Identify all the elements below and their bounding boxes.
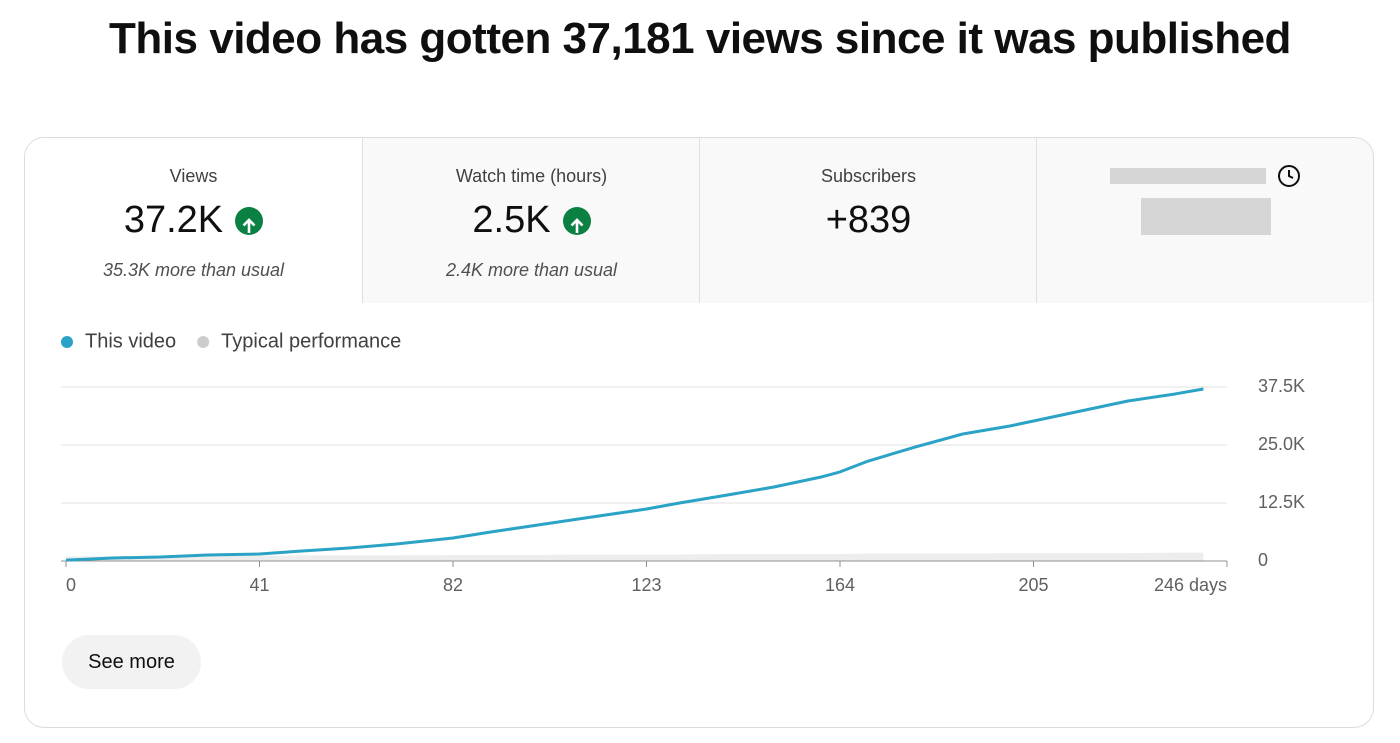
clock-icon <box>1278 165 1300 187</box>
metric-label: Watch time (hours) <box>455 166 608 186</box>
see-more-button[interactable]: See more <box>62 635 201 689</box>
blurred-value <box>1141 198 1271 235</box>
metric-number: +839 <box>825 199 912 241</box>
metric-value: +839 <box>700 199 1037 242</box>
metric-number: 37.2K <box>123 199 224 241</box>
up-icon <box>235 206 264 235</box>
metric-note: 2.4K more than usual <box>445 260 618 280</box>
metric-note: 35.3K more than usual <box>102 260 285 280</box>
watch-time-tab[interactable]: Watch time (hours) 2.5K 2.4K more than u… <box>362 138 700 303</box>
subscribers-tab[interactable]: Subscribers +839 <box>699 138 1037 303</box>
metric-label: Subscribers <box>820 166 917 186</box>
metric-label: Views <box>169 166 218 186</box>
metric-value: 2.5K <box>363 199 700 242</box>
blurred-tab[interactable] <box>1036 138 1373 303</box>
analytics-card: Views 37.2K 35.3K more than usual Watch … <box>24 137 1374 728</box>
up-icon <box>562 206 591 235</box>
blurred-text <box>1110 168 1266 184</box>
page-title: This video has gotten 37,181 views since… <box>109 14 1291 63</box>
metric-number: 2.5K <box>472 199 551 241</box>
metric-value: 37.2K <box>25 199 362 242</box>
views-tab[interactable]: Views 37.2K 35.3K more than usual <box>25 138 362 303</box>
